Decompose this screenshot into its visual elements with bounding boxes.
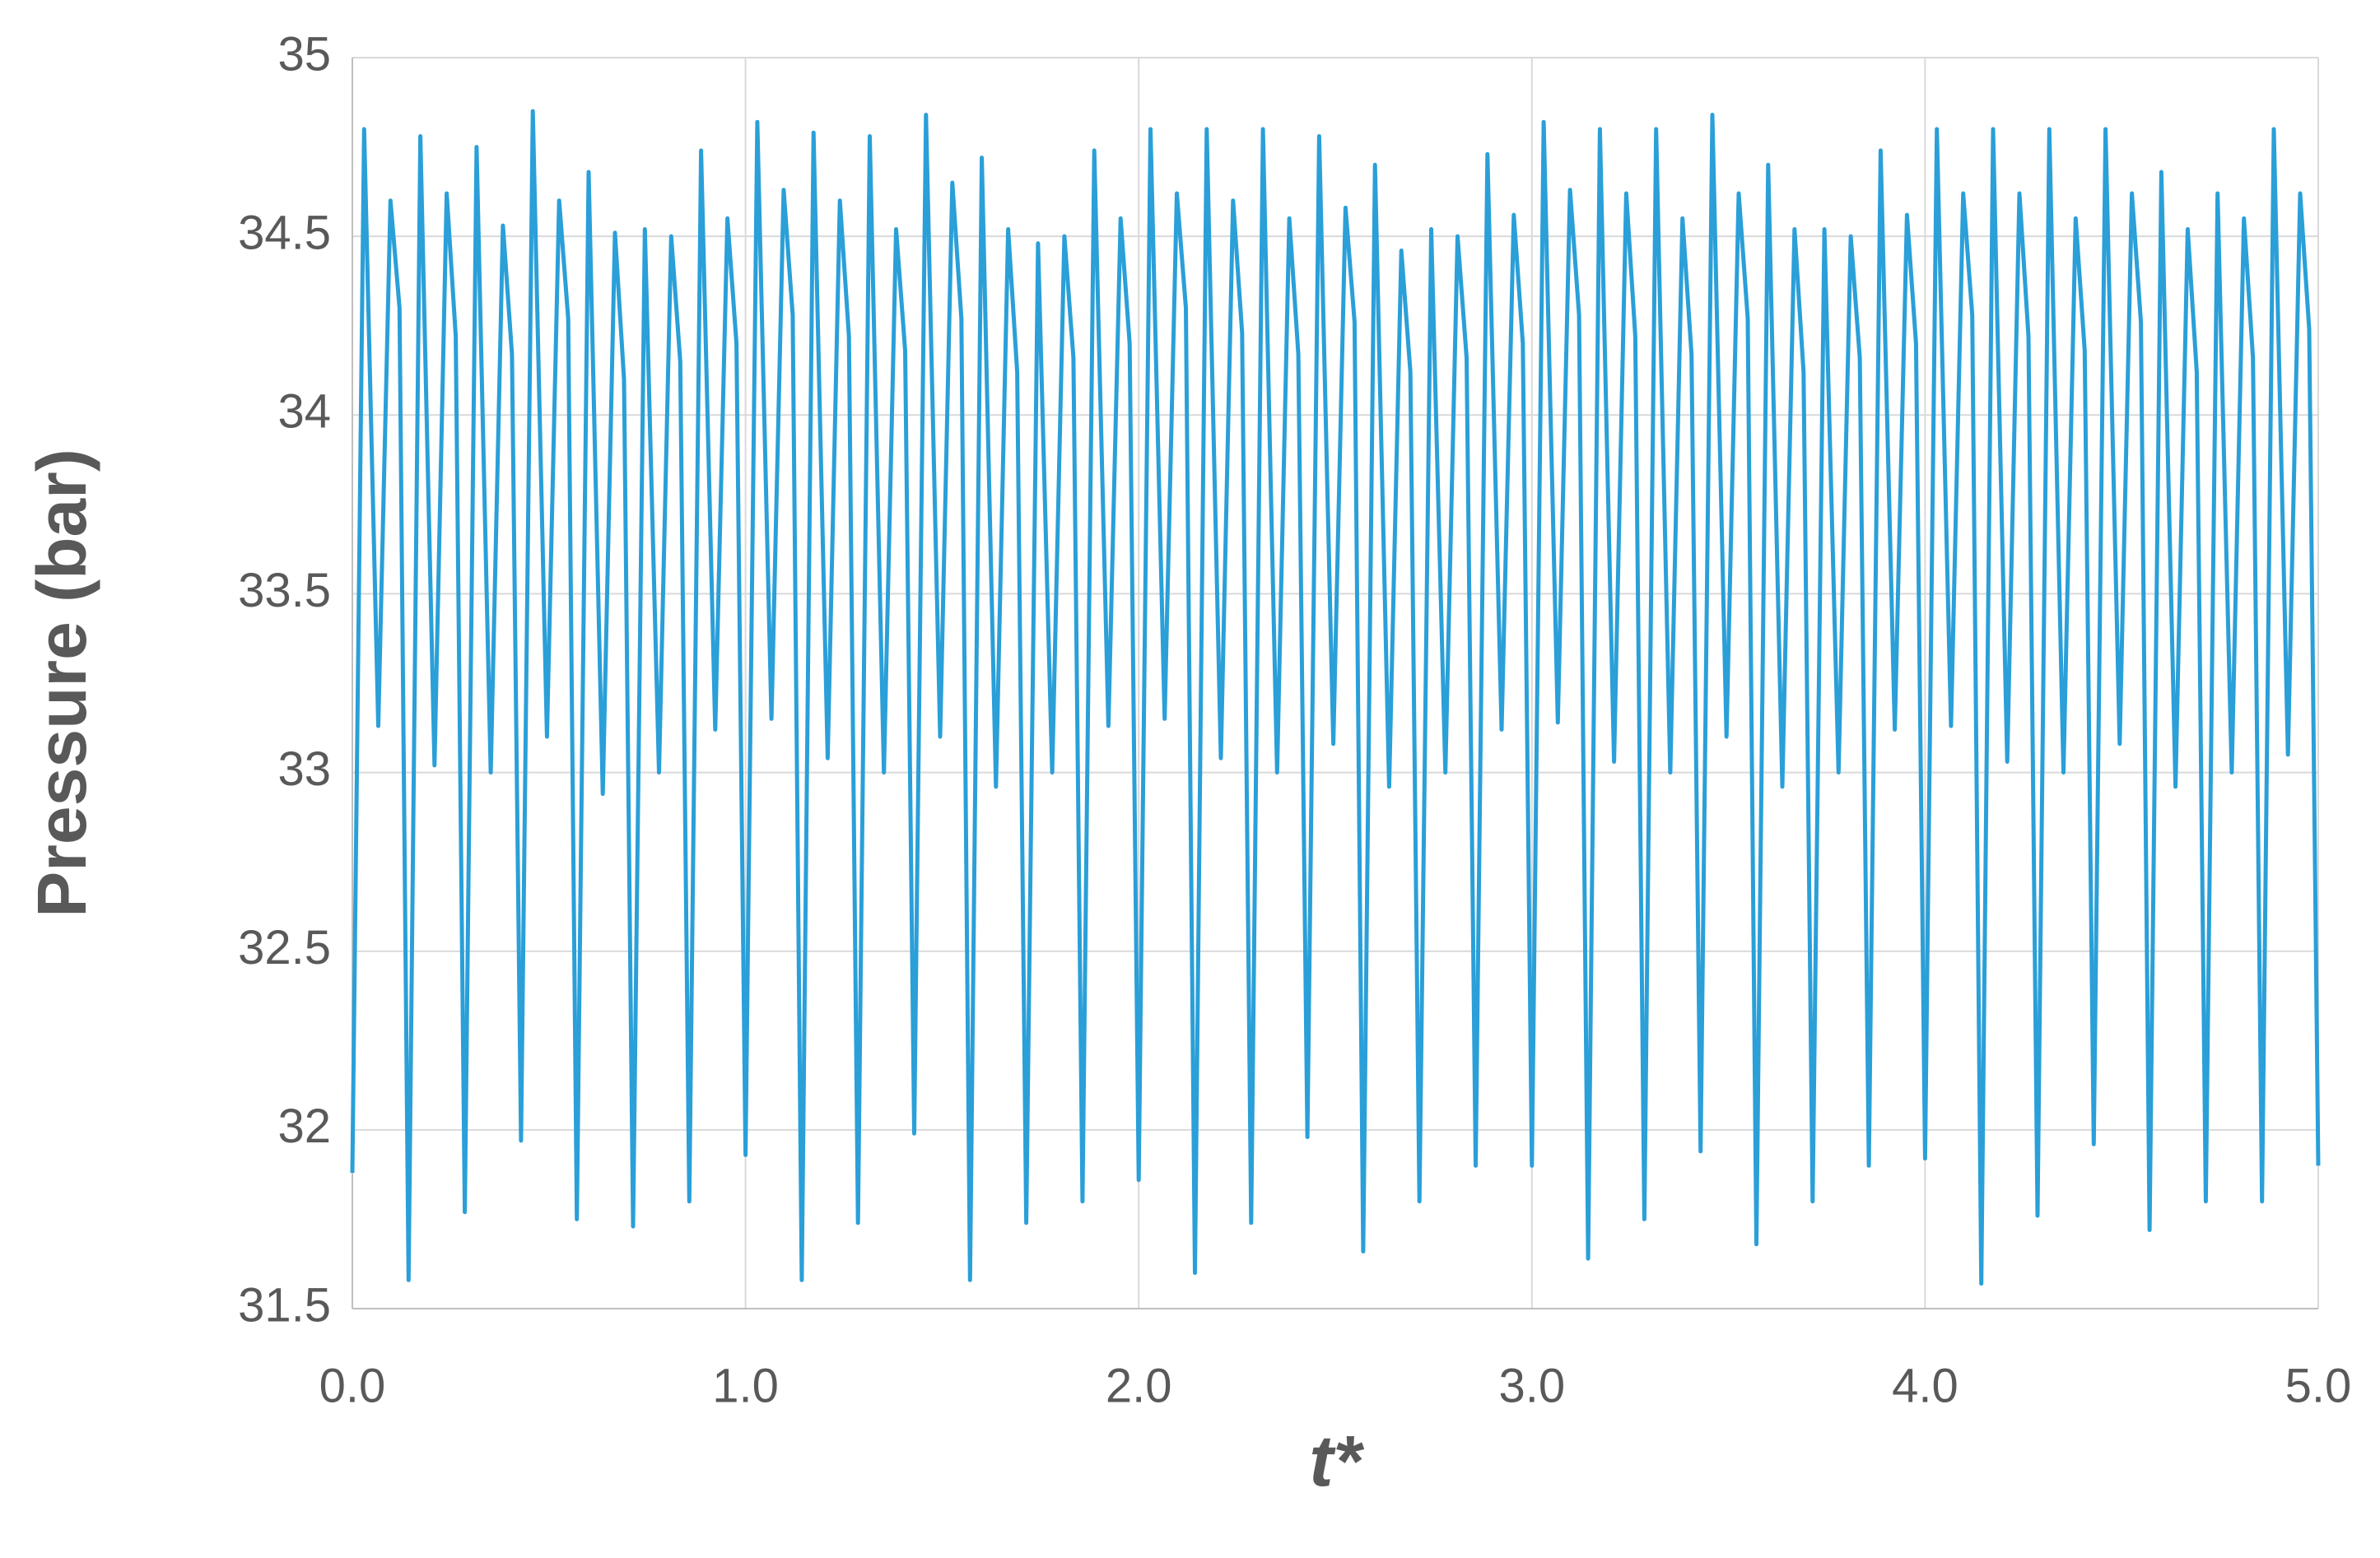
data-line bbox=[350, 109, 2321, 1286]
x-tick-label: 5.0 bbox=[2285, 1359, 2352, 1412]
y-tick-label: 35 bbox=[277, 27, 331, 81]
x-tick-label: 3.0 bbox=[1498, 1359, 1565, 1412]
y-tick-label: 32.5 bbox=[238, 921, 331, 974]
x-tick-label: 0.0 bbox=[319, 1359, 386, 1412]
y-tick-label: 33 bbox=[277, 742, 331, 796]
y-tick-label: 34.5 bbox=[238, 206, 331, 259]
x-tick-label: 4.0 bbox=[1892, 1359, 1958, 1412]
x-tick-label: 1.0 bbox=[712, 1359, 779, 1412]
y-tick-label: 34 bbox=[277, 385, 331, 439]
x-tick-label: 2.0 bbox=[1106, 1359, 1172, 1412]
x-axis-label: t* bbox=[1309, 1420, 1364, 1501]
y-axis-label: Pressure (bar) bbox=[23, 449, 100, 918]
y-tick-label: 31.5 bbox=[238, 1278, 331, 1332]
y-tick-label: 33.5 bbox=[238, 564, 331, 617]
y-tick-label: 32 bbox=[277, 1100, 331, 1153]
